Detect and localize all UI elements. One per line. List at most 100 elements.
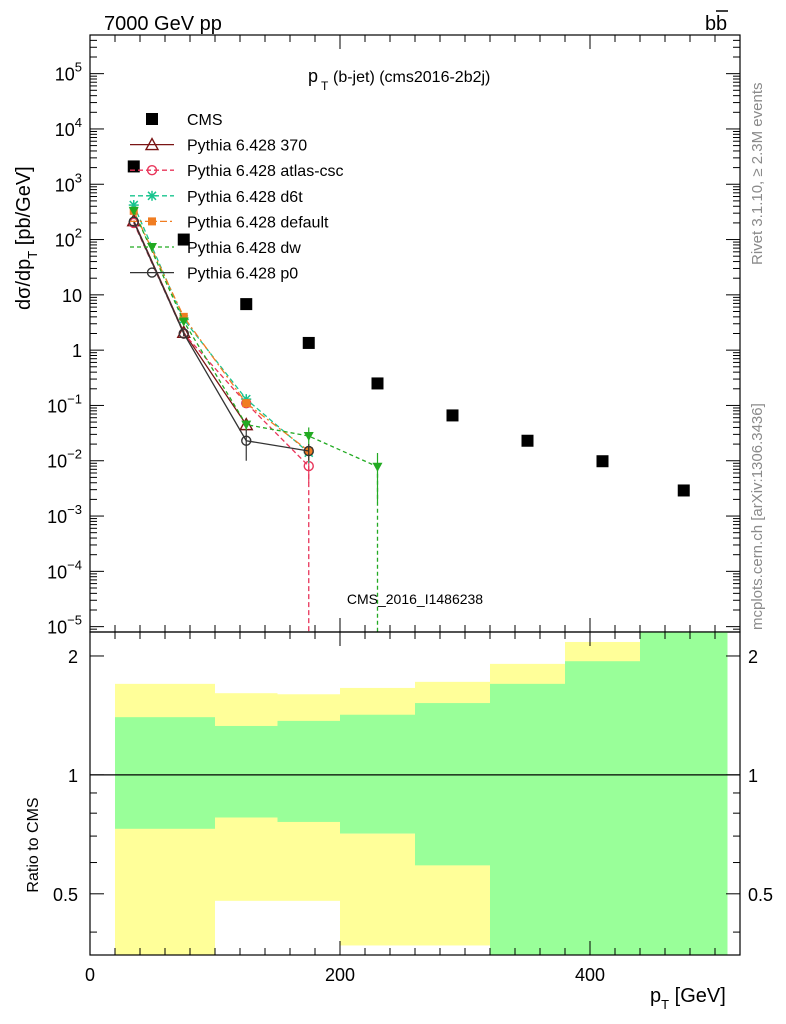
- y-tick-exp: −3: [67, 502, 82, 517]
- ratio-green-band: [340, 714, 415, 834]
- watermark: CMS_2016_I1486238: [347, 591, 483, 607]
- y-tick-exp: −4: [67, 557, 82, 572]
- y-tick-label: 10−5: [47, 613, 82, 638]
- plot-title-sub: T: [321, 79, 329, 93]
- y-axis-label: dσ/dpT [pb/GeV]: [13, 166, 40, 310]
- plot-title-rest: (b-jet) (cms2016-2b2j): [333, 69, 490, 86]
- y-tick-label: 10−2: [47, 447, 82, 472]
- ratio-yellow-band-lower: [277, 821, 340, 901]
- y-tick-base: 10: [47, 452, 67, 472]
- series-point: [242, 399, 251, 408]
- series-point: [241, 435, 252, 446]
- legend-marker: [147, 243, 157, 252]
- ratio-frame: [89, 631, 741, 956]
- y-tick-exp: −5: [67, 613, 82, 628]
- y-tick-exp: 4: [75, 115, 82, 130]
- x-tick-label: 0: [85, 965, 95, 985]
- main-plot-area: [126, 160, 690, 632]
- y-tick-label: 104: [55, 115, 82, 140]
- y-tick-label: 10: [62, 286, 82, 306]
- y-tick-base: 10: [47, 562, 67, 582]
- data-point: [446, 409, 459, 422]
- y-tick-exp: −2: [67, 447, 82, 462]
- y-tick-exp: 3: [75, 170, 82, 185]
- data-point: [677, 484, 690, 497]
- ratio-yellow-band-lower: [415, 865, 490, 946]
- x-axis-label-main: p: [650, 985, 661, 1007]
- data-point: [371, 377, 384, 390]
- process-label: b b: [705, 10, 728, 35]
- plot-title: p: [308, 66, 318, 86]
- series-line-4: [133, 210, 310, 452]
- ratio-y-tick-label-left: 2: [68, 647, 78, 667]
- x-axis-label-sub: T: [661, 997, 669, 1012]
- ratio-green-band: [640, 632, 728, 955]
- legend-marker: [146, 267, 158, 278]
- x-tick-label: 400: [575, 965, 605, 985]
- legend-marker: [148, 217, 156, 226]
- data-point: [127, 160, 140, 173]
- svg-text:b: b: [716, 13, 727, 35]
- legend-marker: [146, 164, 158, 176]
- y-tick-exp: −1: [67, 391, 82, 406]
- y-tick-exp: 2: [75, 226, 82, 241]
- y-axis-label-sub: T: [25, 251, 40, 259]
- rivet-label: Rivet 3.1.10, ≥ 2.3M events: [749, 83, 766, 266]
- y-tick-base: 10: [55, 65, 75, 85]
- legend-marker: [147, 190, 157, 201]
- series-line-3: [133, 204, 310, 454]
- legend-marker-data: [146, 113, 158, 125]
- ratio-yellow-band-lower: [215, 817, 278, 901]
- y-tick-base: 10: [55, 120, 75, 140]
- y-tick-label: 1: [72, 341, 82, 361]
- ratio-y-tick-label-left: 0.5: [53, 885, 78, 905]
- mcplots-label: mcplots.cern.ch [arXiv:1306.3436]: [749, 403, 766, 630]
- y-tick-base: 10: [47, 396, 67, 416]
- data-point: [177, 233, 190, 246]
- ratio-yellow-band-lower: [115, 828, 215, 955]
- y-tick-label: 102: [55, 226, 82, 251]
- y-axis-label-main: dσ/dp: [13, 259, 35, 310]
- legend-label: Pythia 6.428 370: [187, 138, 307, 155]
- series-point: [128, 216, 139, 227]
- data-point: [240, 298, 253, 311]
- series-point: [372, 462, 383, 472]
- ratio-y-axis-label: Ratio to CMS: [25, 797, 42, 892]
- y-tick-base: 10: [47, 618, 67, 638]
- y-tick-base: 10: [47, 507, 67, 527]
- legend-label: Pythia 6.428 atlas-csc: [187, 163, 344, 180]
- data-point: [521, 434, 534, 447]
- ratio-y-tick-label-left: 1: [68, 766, 78, 786]
- ratio-plot-panel: 0.5 0.5 1 1 2 2 0 200 400 Ratio to CMS pT [GeV]: [25, 631, 773, 1012]
- ratio-green-band: [277, 720, 340, 822]
- main-plot-panel: p T (b-jet) (cms2016-2b2j)dσ/dpT [pb/GeV]1…: [13, 34, 741, 638]
- legend-label: Pythia 6.428 dw: [187, 240, 301, 257]
- series-point: [179, 312, 188, 321]
- legend-marker: [144, 137, 160, 151]
- ratio-yellow-band-lower: [340, 833, 415, 946]
- svg-text:b: b: [705, 13, 716, 35]
- legend-label: Pythia 6.428 default: [187, 214, 329, 231]
- y-tick-label: 10−1: [47, 391, 82, 416]
- series-point: [241, 420, 252, 430]
- ratio-y-tick-label-right: 0.5: [748, 885, 773, 905]
- ratio-green-band: [115, 717, 215, 829]
- ratio-green-band: [415, 703, 490, 866]
- energy-label: 7000 GeV pp: [104, 13, 222, 35]
- ratio-y-tick-label-right: 2: [748, 647, 758, 667]
- y-tick-label: 10−4: [47, 557, 82, 582]
- y-axis-label-unit: [pb/GeV]: [13, 166, 35, 251]
- series-line-6: [133, 221, 309, 452]
- y-tick-label: 105: [55, 60, 82, 85]
- series-point: [178, 317, 189, 327]
- x-axis-label-unit: [GeV]: [669, 985, 726, 1007]
- ratio-green-band: [490, 683, 565, 955]
- series-point: [303, 445, 314, 457]
- legend: CMS Pythia 6.428 370 Pythia 6.428 atlas-cs…: [130, 112, 344, 283]
- legend-label: Pythia 6.428 d6t: [187, 189, 303, 206]
- series-point: [178, 328, 189, 339]
- legend-label: CMS: [187, 112, 223, 129]
- ratio-y-tick-label-right: 1: [748, 766, 758, 786]
- y-tick-base: 10: [55, 231, 75, 251]
